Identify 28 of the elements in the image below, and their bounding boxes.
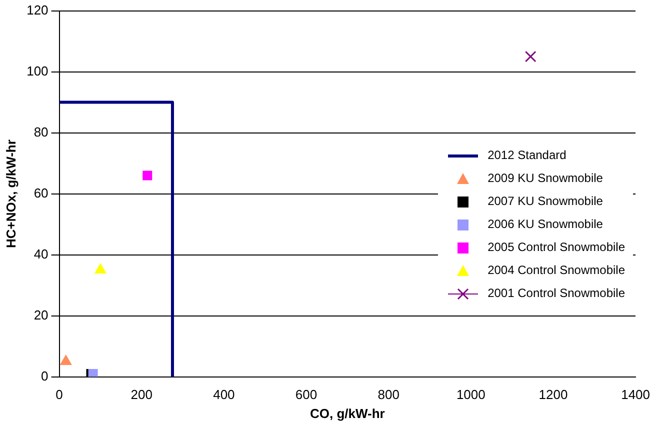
y-tick-label: 100 xyxy=(26,63,48,78)
x-tick-label: 600 xyxy=(295,387,318,402)
point xyxy=(94,264,106,274)
legend-label: 2006 KU Snowmobile xyxy=(488,216,603,233)
y-tick-label: 0 xyxy=(41,368,48,384)
legend-label: 2004 Control Snowmobile xyxy=(488,262,625,279)
y-tick-label: 120 xyxy=(26,2,48,18)
x-tick-label: 1200 xyxy=(538,387,568,402)
legend-label: 2001 Control Snowmobile xyxy=(488,285,625,302)
x-tick-label: 0 xyxy=(56,387,63,402)
x-tick-label: 1000 xyxy=(456,387,486,402)
y-tick-label: 80 xyxy=(34,124,48,140)
legend-label: 2012 Standard xyxy=(488,147,566,164)
x-tick-label: 800 xyxy=(378,387,400,402)
y-axis-title: HC+NOx, g/kW-hr xyxy=(3,140,18,248)
y-tick-label: 60 xyxy=(34,185,48,200)
y-tick-label: 20 xyxy=(34,307,48,322)
legend-label: 2007 KU Snowmobile xyxy=(488,193,603,210)
point xyxy=(60,355,72,366)
y-tick-label: 40 xyxy=(34,246,48,262)
point xyxy=(524,50,536,62)
x-tick-label: 400 xyxy=(213,387,235,402)
x-tick-label: 1400 xyxy=(621,387,650,402)
x-axis-title: CO, g/kW-hr xyxy=(310,406,385,421)
point xyxy=(142,170,152,180)
legend-label: 2009 KU Snowmobile xyxy=(488,170,603,187)
legend-label: 2005 Control Snowmobile xyxy=(488,239,625,256)
x-tick-label: 200 xyxy=(130,387,152,402)
